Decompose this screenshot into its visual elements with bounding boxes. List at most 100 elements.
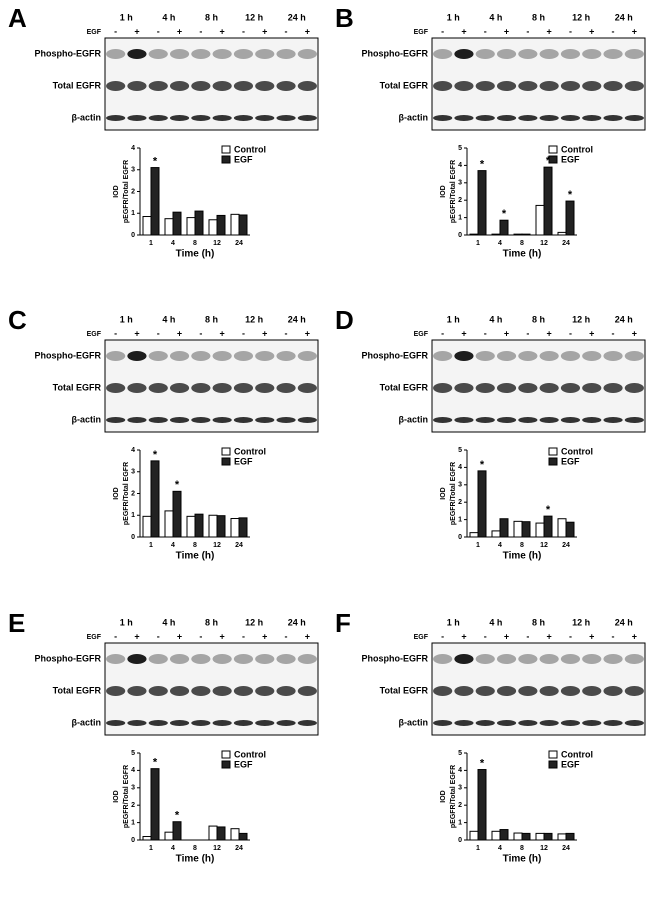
blot-band [582,49,602,59]
blot-band [433,49,453,59]
timepoint-label: 1 h [120,314,133,324]
blot-band [624,351,644,361]
egf-sign: + [305,631,310,641]
legend-label: EGF [561,456,580,466]
timepoint-label: 12 h [245,12,263,22]
blot-band [539,81,559,91]
blot-band [297,351,317,361]
bar [565,832,575,841]
blot-band [560,81,581,91]
egf-sign: + [262,328,267,338]
bar [499,219,509,236]
timepoint-label: 12 h [572,617,590,627]
egf-sign: - [441,631,444,641]
bar [230,518,240,538]
egf-sign: - [242,328,245,338]
x-tick-label: 4 [498,845,502,852]
bar [164,831,174,841]
x-tick-label: 8 [193,240,197,247]
blot-band [233,720,254,726]
y-tick-label: 0 [458,232,462,239]
x-tick-label: 1 [476,240,480,247]
blot-band [475,81,495,91]
x-axis-label: Time (h) [176,551,215,562]
blot-row-label: β-actin [399,112,429,122]
blot-band [496,351,517,361]
blot-band [582,720,602,726]
blot-row-label: Phospho-EGFR [362,350,429,360]
blot-band [624,49,644,59]
blot-band [454,115,474,121]
blot-band [433,115,453,121]
blot-band [148,686,168,696]
timepoint-label: 24 h [615,617,633,627]
blot-band [518,383,538,393]
blot-band [297,115,317,121]
y-axis-label: pEGFR/Total EGFR [123,462,130,525]
blot-band [582,417,602,423]
blot-band [624,417,644,423]
significance-label: * [175,810,180,822]
blot-band [148,115,168,121]
blot-row-label: Phospho-EGFR [35,48,102,58]
bar [477,470,487,538]
blot-band [496,417,517,423]
blot-band [539,654,559,664]
egf-sign: + [632,328,637,338]
y-tick-label: 0 [131,232,135,239]
panel: B 1 h 4 h 8 h 12 h 24 h EGF - + - + - + - + - + Phospho-E… [335,3,646,260]
blot-band [148,383,168,393]
blot-band [454,417,474,423]
timepoint-label: 4 h [489,314,502,324]
blot-band [127,115,147,121]
x-tick-label: 12 [213,240,221,247]
x-axis-label: Time (h) [176,854,215,865]
legend-label: EGF [234,154,253,164]
egf-sign: - [199,328,202,338]
blot-band [127,686,147,696]
blot-band [496,686,517,696]
blot-row-label: β-actin [399,717,429,727]
blot-band [454,383,474,393]
blot-band [255,49,275,59]
egf-sign: + [134,631,139,641]
y-tick-label: 0 [458,837,462,844]
blot-row-label: Total EGFR [380,685,429,695]
bar [150,167,160,236]
blot-band [169,720,190,726]
x-tick-label: 4 [498,542,502,549]
blot-band [106,351,126,361]
blot-band [212,81,232,91]
y-tick-label: 3 [458,482,462,489]
blot-band [539,49,559,59]
legend-swatch [548,760,558,769]
blot-band [255,81,275,91]
bar [469,532,479,538]
bar [491,830,501,841]
blot-band [560,383,581,393]
egf-sign: + [589,26,594,36]
blot-band [148,417,168,423]
egf-label: EGF [414,634,429,641]
timepoint-label: 1 h [447,12,460,22]
egf-sign: + [504,328,509,338]
y-tick-label: 2 [131,802,135,809]
blot-band [518,115,538,121]
bar [164,510,174,538]
bar [521,832,531,841]
egf-sign: + [632,26,637,36]
blot-band [433,417,453,423]
bar [238,517,248,538]
y-axis-label: IOD [440,487,447,499]
y-axis-label: pEGFR/Total EGFR [450,462,457,525]
y-tick-label: 4 [458,767,462,774]
egf-sign: + [134,26,139,36]
x-tick-label: 12 [540,542,548,549]
egf-label: EGF [414,29,429,36]
legend-swatch [221,155,231,164]
timepoint-label: 24 h [288,617,306,627]
blot-row-label: Total EGFR [53,382,102,392]
blot-band [475,417,495,423]
egf-sign: + [504,631,509,641]
